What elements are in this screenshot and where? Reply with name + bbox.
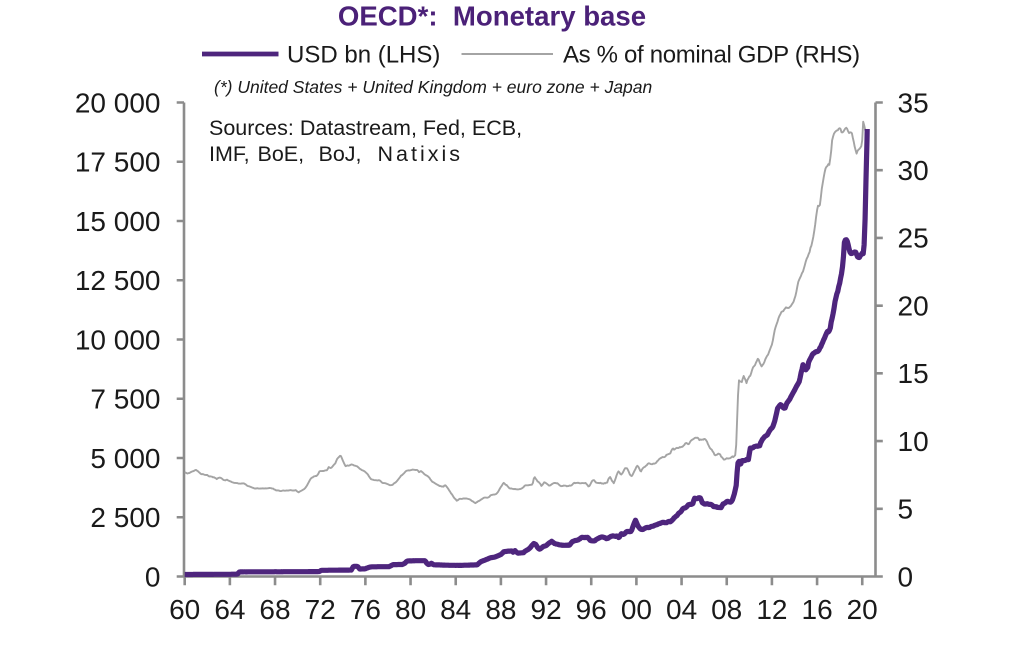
svg-text:5: 5 bbox=[898, 494, 914, 525]
svg-text:84: 84 bbox=[440, 594, 471, 625]
svg-text:00: 00 bbox=[621, 594, 652, 625]
svg-text:20: 20 bbox=[898, 290, 929, 321]
svg-text:15: 15 bbox=[898, 358, 929, 389]
svg-text:04: 04 bbox=[666, 594, 697, 625]
svg-text:(*) United States + United Kin: (*) United States + United Kingdom + eur… bbox=[214, 77, 652, 97]
svg-text:12: 12 bbox=[756, 594, 787, 625]
svg-text:08: 08 bbox=[711, 594, 742, 625]
svg-text:92: 92 bbox=[531, 594, 562, 625]
svg-text:0: 0 bbox=[145, 561, 161, 592]
svg-text:As % of nominal GDP (RHS): As % of nominal GDP (RHS) bbox=[563, 42, 860, 69]
svg-text:76: 76 bbox=[350, 594, 381, 625]
svg-text:5 000: 5 000 bbox=[90, 443, 160, 474]
svg-text:10 000: 10 000 bbox=[75, 324, 161, 355]
svg-text:OECD*: Monetary base: OECD*: Monetary base bbox=[338, 0, 646, 31]
svg-text:20 000: 20 000 bbox=[75, 87, 161, 118]
svg-text:80: 80 bbox=[395, 594, 426, 625]
svg-text:35: 35 bbox=[898, 87, 929, 118]
svg-text:20: 20 bbox=[847, 594, 878, 625]
svg-text:7 500: 7 500 bbox=[90, 384, 160, 415]
svg-text:68: 68 bbox=[259, 594, 290, 625]
svg-text:10: 10 bbox=[898, 426, 929, 457]
svg-text:88: 88 bbox=[485, 594, 516, 625]
svg-text:25: 25 bbox=[898, 223, 929, 254]
svg-text:64: 64 bbox=[214, 594, 245, 625]
svg-text:2 500: 2 500 bbox=[90, 502, 160, 533]
svg-text:60: 60 bbox=[169, 594, 200, 625]
svg-text:Sources: Datastream, Fed, EC: Sources: Datastream, Fed, ECB, bbox=[209, 116, 522, 140]
svg-text:16: 16 bbox=[802, 594, 833, 625]
svg-text:17 500: 17 500 bbox=[75, 147, 161, 178]
svg-text:30: 30 bbox=[898, 155, 929, 186]
svg-text:0: 0 bbox=[898, 561, 914, 592]
svg-text:96: 96 bbox=[576, 594, 607, 625]
svg-text:USD bn (LHS): USD bn (LHS) bbox=[287, 42, 440, 69]
svg-text:72: 72 bbox=[305, 594, 336, 625]
svg-text:IMF,BoE,BoJ,Natixis: IMF, BoE, BoJ, Natixis bbox=[209, 142, 463, 166]
svg-text:15 000: 15 000 bbox=[75, 206, 161, 237]
svg-text:12 500: 12 500 bbox=[75, 265, 161, 296]
